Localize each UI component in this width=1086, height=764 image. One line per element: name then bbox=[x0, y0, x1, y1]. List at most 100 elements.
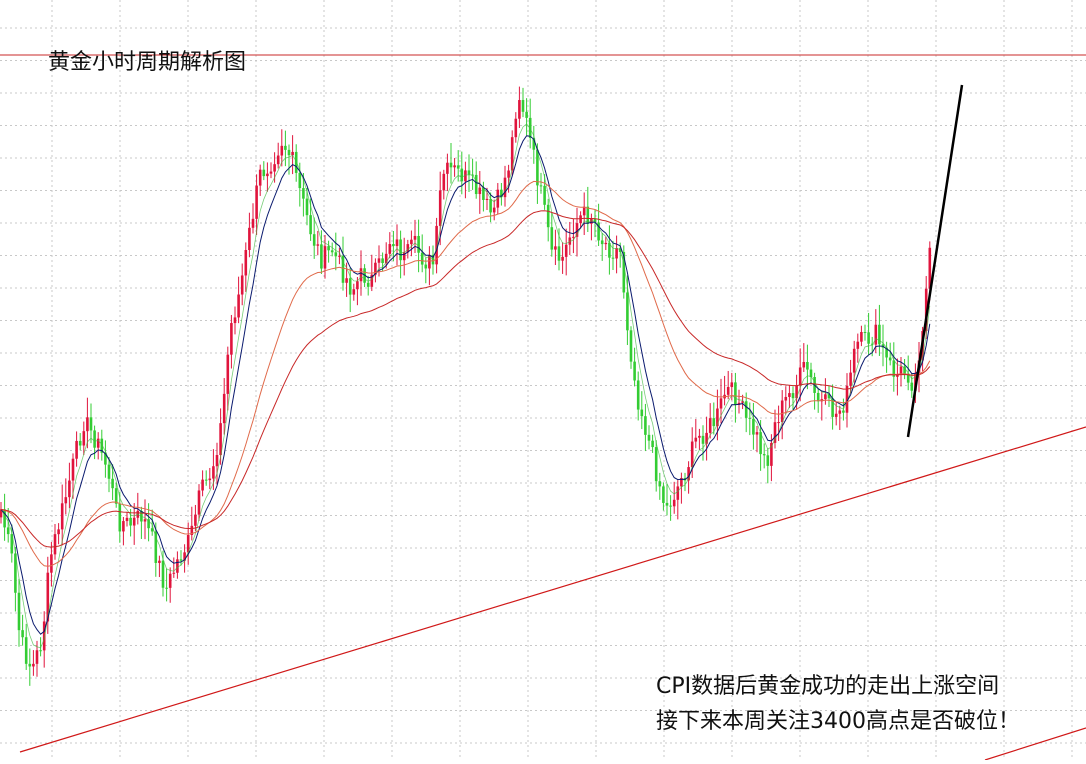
candle-body bbox=[860, 332, 863, 342]
reference-lines bbox=[0, 54, 1086, 761]
candle-body bbox=[521, 100, 525, 112]
candle-body bbox=[780, 400, 784, 423]
candle-body bbox=[899, 366, 903, 375]
candle-body bbox=[446, 162, 449, 174]
moving-averages bbox=[0, 123, 931, 649]
candle-body bbox=[629, 330, 633, 362]
candle-body bbox=[230, 323, 233, 355]
candle-body bbox=[154, 531, 158, 563]
candle-body bbox=[734, 382, 737, 405]
candle-body bbox=[762, 454, 766, 456]
candle-body bbox=[194, 514, 197, 526]
candle-body bbox=[158, 560, 161, 563]
candle-body bbox=[413, 235, 417, 240]
candle-body bbox=[744, 401, 748, 418]
candle-body bbox=[161, 560, 165, 588]
candle-body bbox=[518, 100, 521, 119]
candle-body bbox=[888, 357, 892, 361]
chart-title: 黄金小时周期解析图 bbox=[48, 50, 247, 75]
candle-body bbox=[716, 408, 719, 427]
candle-body bbox=[237, 294, 240, 318]
candle-body bbox=[910, 382, 914, 391]
candle-body bbox=[924, 288, 928, 332]
candle-body bbox=[802, 361, 806, 368]
candle-body bbox=[759, 432, 762, 455]
candle-body bbox=[24, 637, 28, 664]
candle-body bbox=[795, 385, 798, 399]
candle-body bbox=[701, 435, 705, 444]
candle-body bbox=[669, 505, 672, 507]
candle-body bbox=[75, 440, 78, 459]
candle-body bbox=[255, 185, 258, 219]
candle-body bbox=[885, 347, 888, 358]
candle-body bbox=[251, 218, 255, 228]
ascending-trendline bbox=[19, 426, 1086, 753]
candle-body bbox=[586, 206, 590, 224]
candle-body bbox=[64, 497, 68, 504]
candle-body bbox=[593, 218, 597, 223]
candle-body bbox=[248, 227, 251, 251]
candle-body bbox=[86, 417, 89, 432]
candle-body bbox=[651, 440, 654, 448]
candle-body bbox=[665, 502, 669, 506]
candle-body bbox=[377, 258, 381, 263]
candle-body bbox=[284, 145, 287, 150]
candle-body bbox=[298, 172, 302, 189]
candle-body bbox=[719, 398, 723, 409]
candle-body bbox=[68, 480, 71, 498]
candle-body bbox=[514, 118, 518, 138]
candle-body bbox=[449, 162, 453, 168]
candle-body bbox=[564, 244, 568, 257]
candle-body bbox=[294, 151, 298, 173]
candle-body bbox=[741, 401, 744, 403]
candle-body bbox=[478, 187, 482, 195]
ma-60-line bbox=[0, 210, 931, 548]
candle-body bbox=[240, 275, 244, 295]
candle-body bbox=[212, 466, 215, 479]
candle-body bbox=[330, 250, 334, 253]
candle-body bbox=[266, 173, 269, 177]
candle-body bbox=[539, 185, 543, 187]
candle-body bbox=[219, 423, 222, 456]
candle-body bbox=[510, 137, 514, 171]
candle-body bbox=[381, 258, 384, 264]
candle-body bbox=[50, 554, 53, 573]
candle-body bbox=[849, 372, 852, 386]
ma-30-line bbox=[0, 180, 931, 567]
candle-body bbox=[726, 387, 730, 395]
candle-body bbox=[636, 380, 640, 410]
candle-body bbox=[21, 630, 24, 638]
candle-body bbox=[352, 289, 356, 295]
candle-body bbox=[507, 170, 510, 178]
candle-body bbox=[777, 422, 780, 424]
candle-body bbox=[435, 225, 438, 265]
candle-body bbox=[82, 431, 86, 446]
candle-body bbox=[647, 434, 651, 441]
candle-body bbox=[89, 417, 93, 431]
candle-body bbox=[320, 244, 323, 269]
lower-channel-line bbox=[984, 727, 1086, 761]
candle-body bbox=[291, 151, 294, 156]
candle-body bbox=[928, 247, 932, 289]
candle-body bbox=[824, 394, 827, 400]
candle-body bbox=[165, 587, 168, 589]
candle-body bbox=[132, 517, 136, 526]
candle-body bbox=[125, 517, 129, 522]
candle-body bbox=[575, 223, 579, 237]
candle-body bbox=[96, 438, 100, 448]
candle-body bbox=[755, 432, 759, 435]
candle-body bbox=[528, 117, 532, 138]
candle-body bbox=[370, 274, 374, 287]
candle-body bbox=[100, 438, 104, 453]
candle-body bbox=[276, 155, 280, 165]
candle-body bbox=[600, 240, 604, 245]
candle-body bbox=[334, 252, 338, 257]
candle-body bbox=[53, 534, 57, 555]
candle-body bbox=[60, 503, 64, 530]
candle-body bbox=[654, 447, 658, 482]
candle-body bbox=[626, 292, 629, 331]
candle-body bbox=[197, 490, 201, 515]
candle-body bbox=[788, 393, 791, 397]
candle-body bbox=[842, 410, 845, 413]
